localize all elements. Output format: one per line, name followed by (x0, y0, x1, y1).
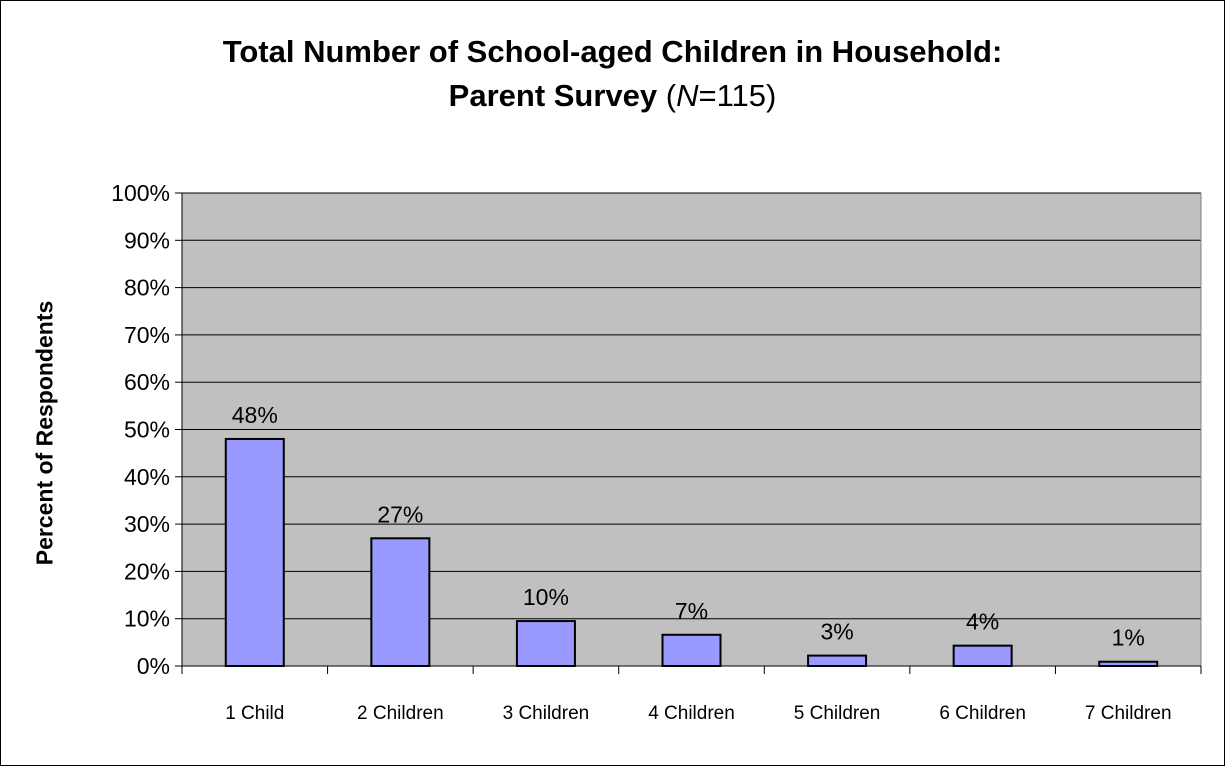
y-tick-label: 100% (111, 180, 170, 206)
y-tick-label: 90% (124, 227, 170, 253)
x-tick-label: 1 Child (225, 703, 284, 724)
y-tick-label: 50% (124, 417, 170, 443)
x-tick-label: 5 Children (794, 703, 881, 724)
x-tick-label: 4 Children (648, 703, 735, 724)
x-tick-label: 6 Children (939, 703, 1026, 724)
y-tick-label: 10% (124, 606, 170, 632)
y-tick-label: 40% (124, 464, 170, 490)
data-label: 48% (232, 402, 278, 428)
bar (952, 644, 1013, 668)
data-label: 3% (820, 619, 853, 645)
bar (807, 654, 868, 667)
chart-title: Total Number of School-aged Children in … (0, 30, 1225, 118)
bar (1098, 660, 1159, 667)
bar (370, 537, 431, 667)
y-tick-label: 0% (137, 653, 170, 679)
x-axis: 1 Child 2 Children 3 Children 4 Children 5 C… (181, 665, 1202, 724)
chart-title-line1: Total Number of School-aged Children in … (222, 34, 1003, 69)
x-tick-label: 3 Children (503, 703, 590, 724)
bar (515, 620, 576, 668)
chart-title-n: N (676, 78, 699, 113)
data-labels: 48% 27% 10% 7% 3% 4% 1% (232, 402, 1145, 651)
y-tick-label: 70% (124, 322, 170, 348)
bar (224, 437, 285, 667)
data-label: 4% (966, 609, 999, 635)
chart-title-open: ( (657, 78, 677, 113)
data-label: 10% (523, 584, 569, 610)
y-tick-label: 60% (124, 369, 170, 395)
y-tick-label: 80% (124, 275, 170, 301)
data-label: 7% (675, 598, 708, 624)
chart-title-rest: =115) (698, 78, 777, 113)
x-tick-label: 7 Children (1085, 703, 1172, 724)
y-tick-label: 20% (124, 558, 170, 584)
data-label: 27% (377, 501, 423, 527)
chart-title-line2: Parent Survey (448, 78, 658, 113)
y-tick-label: 30% (124, 511, 170, 537)
bar (661, 633, 722, 667)
gridlines (182, 192, 1202, 666)
x-tick-label: 2 Children (357, 703, 444, 724)
y-axis: 0% 10% 20% 30% 40% 50% 60% 70% 80% 90% 100% (111, 180, 183, 679)
data-label: 1% (1112, 625, 1145, 651)
